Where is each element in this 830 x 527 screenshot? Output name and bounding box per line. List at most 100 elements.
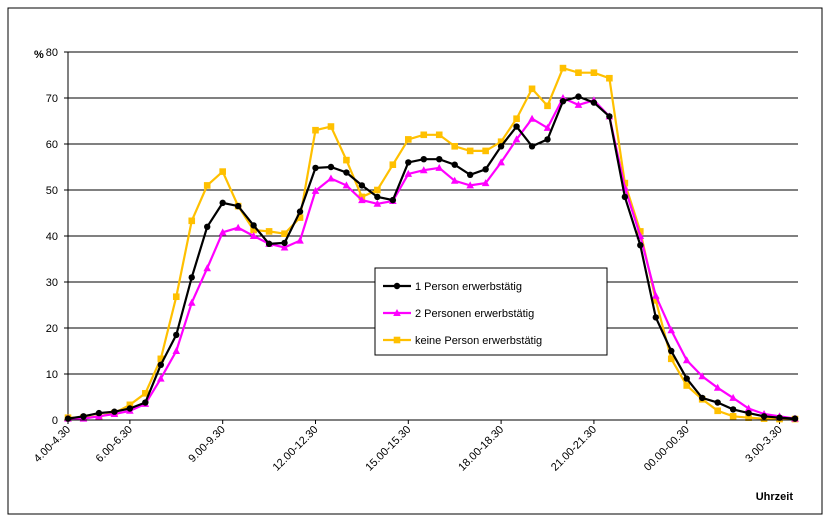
point (405, 159, 412, 166)
legend-marker (393, 336, 401, 344)
point (683, 375, 690, 382)
point (745, 414, 752, 421)
point (606, 74, 613, 82)
point (327, 163, 335, 171)
point (404, 136, 412, 143)
y-tick-label: 60 (46, 139, 58, 151)
point (466, 181, 474, 189)
point (683, 382, 691, 389)
y-tick-label: 10 (46, 369, 58, 381)
point (637, 242, 644, 249)
point (652, 314, 659, 321)
point (95, 409, 103, 417)
point (358, 196, 366, 204)
point (280, 243, 289, 251)
point (312, 164, 319, 172)
point (451, 143, 459, 150)
point (80, 413, 87, 420)
point (358, 182, 366, 189)
point (142, 390, 149, 397)
y-tick-label: 70 (46, 93, 58, 105)
legend-marker (393, 309, 401, 316)
point (528, 143, 536, 150)
point (482, 147, 489, 155)
point (374, 186, 381, 194)
point (667, 326, 676, 334)
point (142, 399, 149, 406)
point (296, 214, 304, 221)
series-line (68, 96, 796, 420)
point (451, 161, 458, 168)
point (714, 399, 721, 406)
point (575, 69, 582, 76)
point (497, 138, 505, 145)
y-tick-label: 20 (46, 323, 58, 335)
point (327, 123, 335, 130)
point (606, 113, 613, 120)
point (188, 217, 196, 225)
point (436, 155, 443, 163)
point (203, 264, 212, 272)
point (281, 239, 288, 247)
point (172, 293, 180, 301)
point (651, 291, 660, 299)
point (528, 114, 536, 122)
y-tick-label: 50 (46, 185, 58, 197)
point (668, 347, 675, 355)
point (312, 126, 319, 134)
series-line (68, 66, 795, 421)
point (342, 181, 351, 189)
x-axis-label: Uhrzeit (756, 491, 794, 503)
point (173, 331, 180, 339)
point (513, 123, 520, 130)
y-tick-label: 0 (52, 415, 58, 427)
point (450, 176, 459, 184)
point (637, 228, 644, 235)
point (126, 405, 134, 412)
point (373, 199, 382, 207)
point (652, 297, 660, 304)
point (776, 414, 783, 421)
point (296, 236, 304, 244)
point (466, 171, 474, 179)
point (219, 199, 226, 207)
point (389, 161, 397, 168)
legend-label: keine Person erwerbstätig (415, 335, 542, 347)
point (419, 166, 428, 174)
point (544, 136, 551, 143)
point (512, 135, 521, 143)
point (250, 226, 257, 234)
point (249, 232, 258, 239)
point (729, 413, 737, 420)
point (559, 64, 567, 72)
point (497, 143, 505, 150)
point (481, 179, 490, 187)
point (265, 240, 273, 248)
point (497, 158, 505, 166)
point (420, 131, 428, 139)
point (513, 115, 520, 122)
point (682, 356, 691, 364)
point (187, 298, 196, 306)
point (574, 100, 583, 108)
point (188, 274, 195, 281)
legend-label: 1 Person erwerbstätig (415, 281, 522, 293)
point (218, 228, 227, 236)
point (466, 147, 474, 155)
point (343, 156, 350, 164)
point (172, 347, 181, 354)
y-tick-label: 30 (46, 277, 58, 289)
point (729, 406, 737, 413)
point (729, 393, 737, 401)
point (420, 155, 427, 163)
point (745, 409, 752, 417)
point (157, 374, 165, 382)
point (374, 193, 381, 201)
point (126, 401, 134, 409)
point (250, 222, 257, 229)
point (590, 69, 598, 76)
point (203, 182, 211, 189)
series-line (67, 95, 796, 420)
legend-marker (393, 282, 401, 290)
